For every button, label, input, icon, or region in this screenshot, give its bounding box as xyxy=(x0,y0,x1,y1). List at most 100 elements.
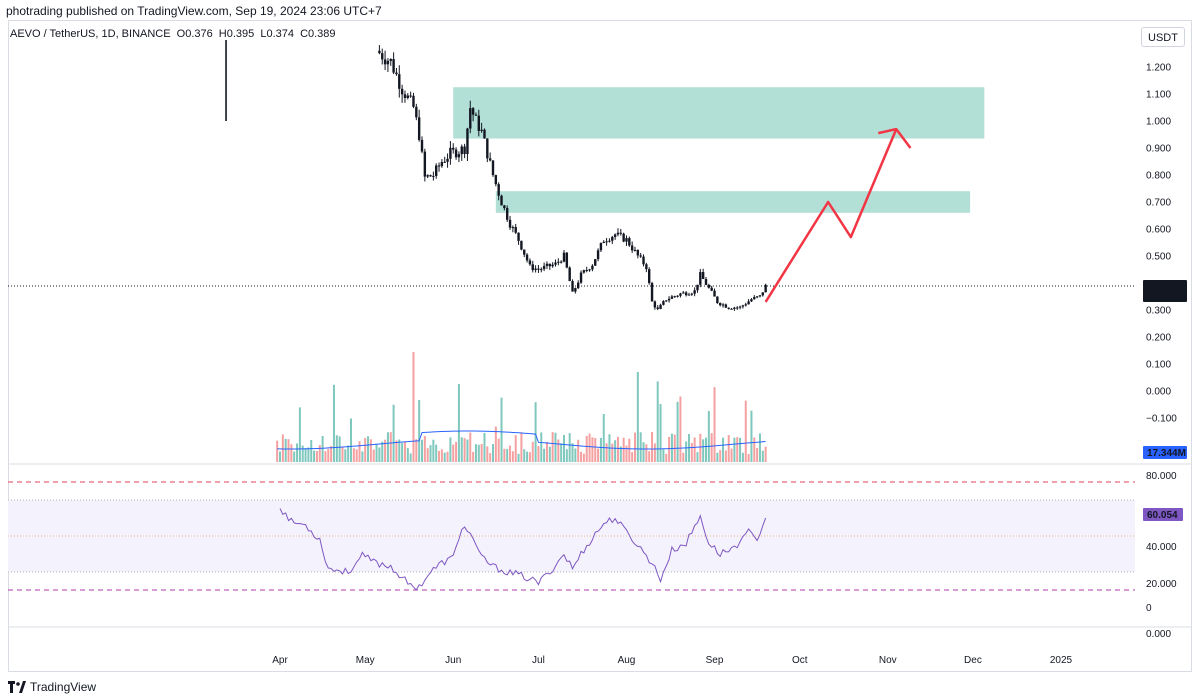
candle-body xyxy=(440,162,444,167)
volume-bar xyxy=(741,452,744,462)
volume-bar xyxy=(580,451,583,462)
volume-bar xyxy=(361,451,364,462)
volume-bar xyxy=(602,414,605,462)
volume-bar xyxy=(693,437,696,462)
candle-body xyxy=(400,88,404,95)
volume-bar xyxy=(713,387,716,462)
candle-body xyxy=(412,95,415,107)
price-tick-label: 0.000 xyxy=(1146,387,1171,398)
volume-bar xyxy=(341,446,344,462)
volume-bar xyxy=(747,453,750,462)
candle-body xyxy=(506,208,509,220)
candle-body xyxy=(630,245,634,251)
volume-bar xyxy=(761,450,764,462)
volume-bar xyxy=(719,450,722,462)
candle-body xyxy=(673,296,676,298)
volume-bar xyxy=(418,400,421,462)
ohlc-low: L0.374 xyxy=(260,28,294,40)
candle-body xyxy=(517,232,520,241)
candle-body xyxy=(511,227,515,229)
volume-bar xyxy=(523,449,526,462)
candle-body xyxy=(403,94,407,98)
candle-body xyxy=(690,293,693,295)
volume-bar xyxy=(386,432,389,462)
candle-body xyxy=(667,298,671,301)
volume-bar xyxy=(287,439,290,462)
candle-body xyxy=(693,290,696,294)
volume-bar xyxy=(398,439,401,462)
volume-bar xyxy=(477,444,480,462)
volume-bar xyxy=(659,404,662,462)
time-tick-label: Jun xyxy=(445,655,461,666)
rsi-badge-bg xyxy=(1143,508,1183,521)
volume-bar xyxy=(296,443,299,462)
volume-badge-text: 17.344M xyxy=(1147,448,1186,459)
candle-body xyxy=(477,115,480,131)
volume-bar xyxy=(483,432,486,462)
candle-body xyxy=(738,306,742,308)
candle-body xyxy=(721,304,725,306)
rsi-badge-text: 60.054 xyxy=(1147,510,1178,521)
volume-bar xyxy=(722,437,725,462)
candle-body xyxy=(750,299,753,302)
candle-body xyxy=(466,128,469,154)
volume-bar xyxy=(639,432,642,462)
currency-button[interactable]: USDT xyxy=(1141,27,1185,47)
price-tick-label: −0.100 xyxy=(1146,414,1177,425)
candle-body xyxy=(582,270,586,273)
price-tick-label: 0.600 xyxy=(1146,225,1171,236)
volume-bar xyxy=(577,439,580,462)
volume-bar xyxy=(446,451,449,462)
candle-body xyxy=(471,108,475,115)
candle-body xyxy=(534,268,537,271)
candle-body xyxy=(494,175,498,185)
resistance-zone-2 xyxy=(495,191,971,213)
volume-bar xyxy=(733,437,736,462)
candle-body xyxy=(420,139,424,152)
candle-body xyxy=(474,114,478,116)
candle-body xyxy=(699,272,702,285)
volume-bar xyxy=(724,450,727,462)
volume-bar xyxy=(443,452,446,462)
candle-body xyxy=(488,158,492,161)
candle-body xyxy=(747,301,750,305)
candle-body xyxy=(761,292,764,296)
rsi-tick-label: 40.000 xyxy=(1146,542,1177,553)
price-tick-label: 0.300 xyxy=(1146,306,1171,317)
volume-bar xyxy=(565,449,568,462)
volume-bar xyxy=(631,452,634,462)
volume-bar xyxy=(307,447,310,462)
price-tick-label: 1.100 xyxy=(1146,90,1171,101)
volume-bar xyxy=(347,445,350,462)
symbol-name[interactable]: AEVO / TetherUS, 1D, BINANCE xyxy=(10,28,171,40)
price-badge-text: 07:53:39 xyxy=(1147,293,1186,304)
candle-body xyxy=(730,308,733,310)
volume-bar xyxy=(736,437,739,462)
candle-body xyxy=(591,265,594,270)
volume-bar xyxy=(474,444,477,462)
candle-body xyxy=(676,295,679,297)
candle-body xyxy=(542,265,546,270)
candle-body xyxy=(619,232,622,234)
volume-bar xyxy=(537,446,540,462)
time-tick-label: Apr xyxy=(272,655,288,666)
volume-bar xyxy=(653,443,656,462)
publish-header: photrading published on TradingView.com,… xyxy=(0,0,1200,22)
volume-bar xyxy=(690,443,693,462)
tradingview-logo-icon xyxy=(8,681,26,693)
volume-bar xyxy=(429,445,432,462)
volume-bar xyxy=(440,449,443,462)
volume-bar xyxy=(466,439,469,462)
volume-bar xyxy=(517,453,520,462)
candle-body xyxy=(628,238,631,246)
candle-body xyxy=(613,234,617,237)
volume-bar xyxy=(750,410,753,462)
volume-bar xyxy=(716,452,719,462)
candle-body xyxy=(483,129,486,139)
price-tick-label: 1.200 xyxy=(1146,63,1171,74)
candle-body xyxy=(744,304,747,306)
time-tick-label: Nov xyxy=(879,655,897,666)
candle-body xyxy=(449,147,452,159)
volume-bar xyxy=(651,432,654,462)
